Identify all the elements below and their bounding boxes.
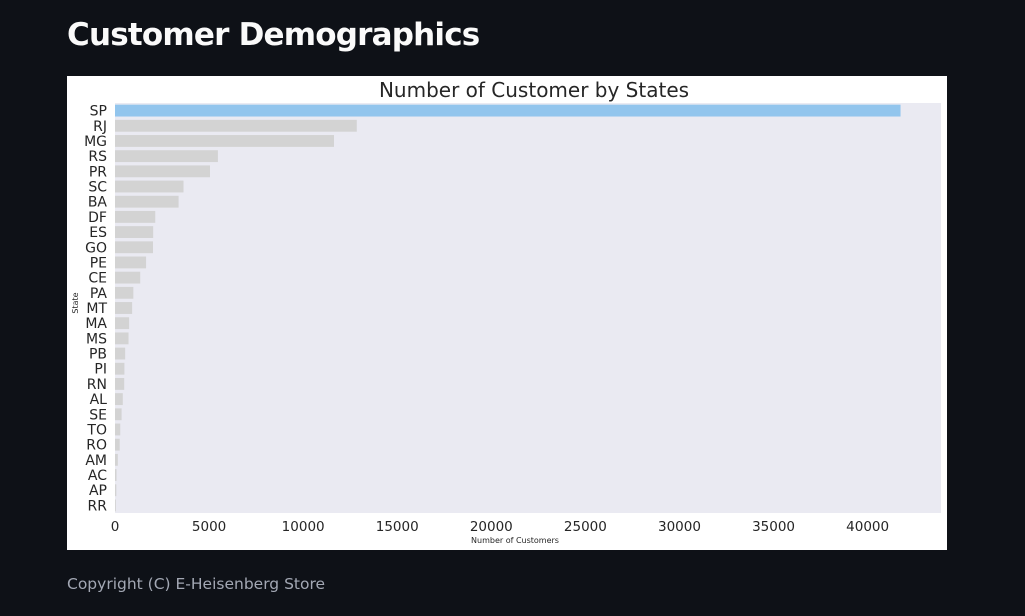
y-tick-label-mg: MG: [84, 134, 107, 150]
y-tick-label-ac: AC: [88, 468, 107, 484]
y-tick-label-go: GO: [85, 240, 107, 256]
bar-ro: [115, 438, 120, 451]
bar-sc: [115, 180, 184, 193]
y-axis-label: State: [71, 292, 80, 313]
bar-pb: [115, 347, 126, 360]
bar-pi: [115, 362, 125, 375]
y-tick-labels: SPRJMGRSPRSCBADFESGOPECEPAMTMAMSPBPIRNAL…: [84, 104, 107, 515]
x-tick-label-0: 0: [111, 519, 120, 535]
y-tick-label-se: SE: [89, 407, 107, 423]
y-tick-label-ap: AP: [89, 483, 107, 499]
y-tick-label-pa: PA: [90, 286, 108, 302]
bar-pa: [115, 286, 134, 299]
bar-rr: [115, 499, 116, 512]
bar-ba: [115, 195, 179, 208]
bar-es: [115, 226, 154, 238]
y-tick-label-ro: RO: [86, 438, 107, 454]
page-title: Customer Demographics: [67, 17, 480, 53]
x-axis-label: Number of Customers: [471, 536, 559, 545]
bar-ms: [115, 332, 129, 345]
y-tick-label-al: AL: [90, 392, 108, 408]
bar-mg: [115, 135, 335, 147]
bar-sp: [115, 104, 901, 117]
x-tick-labels: 0 5000 10000 15000 20000 25000 30000 35000 40000: [111, 519, 889, 535]
bar-rs: [115, 150, 218, 163]
bars: [115, 104, 901, 512]
x-tick-label-5000: 5000: [192, 519, 226, 535]
bar-ma: [115, 317, 130, 330]
x-tick-label-15000: 15000: [376, 519, 419, 535]
y-tick-label-ma: MA: [85, 316, 107, 332]
x-tick-label-40000: 40000: [846, 519, 889, 535]
y-tick-label-rn: RN: [87, 377, 107, 393]
y-tick-label-mt: MT: [86, 301, 107, 317]
bar-rn: [115, 378, 125, 390]
y-tick-label-pe: PE: [90, 255, 107, 271]
y-tick-label-pi: PI: [94, 362, 107, 378]
x-tick-label-30000: 30000: [658, 519, 701, 535]
x-tick-label-10000: 10000: [282, 519, 325, 535]
y-tick-label-rj: RJ: [93, 119, 107, 135]
x-tick-label-20000: 20000: [470, 519, 513, 535]
footer-copyright: Copyright (C) E-Heisenberg Store: [67, 575, 326, 593]
y-tick-label-to: TO: [86, 422, 107, 438]
y-tick-label-rs: RS: [88, 149, 107, 165]
bar-rj: [115, 119, 357, 132]
y-tick-label-am: AM: [85, 453, 107, 469]
x-tick-label-25000: 25000: [564, 519, 607, 535]
y-tick-label-rr: RR: [88, 498, 108, 514]
bar-go: [115, 241, 154, 254]
bar-to: [115, 423, 121, 436]
y-tick-label-sc: SC: [88, 180, 107, 196]
plot-area: [115, 103, 941, 513]
y-tick-label-sp: SP: [90, 104, 107, 120]
y-tick-label-df: DF: [88, 210, 107, 226]
y-tick-label-es: ES: [89, 225, 107, 241]
y-tick-label-ce: CE: [88, 271, 107, 287]
chart-container: Number of Customer by States Number of C…: [67, 76, 947, 550]
y-tick-label-pr: PR: [89, 164, 107, 180]
bar-mt: [115, 302, 133, 314]
chart-title: Number of Customer by States: [379, 78, 689, 102]
bar-ap: [115, 484, 117, 497]
bar-ac: [115, 469, 117, 481]
bar-pe: [115, 256, 147, 269]
bar-pr: [115, 165, 211, 178]
y-tick-label-ms: MS: [86, 331, 107, 347]
bar-df: [115, 210, 156, 223]
bar-am: [115, 453, 118, 466]
x-tick-label-35000: 35000: [752, 519, 795, 535]
bar-al: [115, 393, 123, 406]
bar-chart: Number of Customer by States Number of C…: [71, 78, 941, 545]
y-tick-label-pb: PB: [89, 347, 107, 363]
bar-se: [115, 408, 122, 421]
y-tick-label-ba: BA: [88, 195, 108, 211]
bar-ce: [115, 271, 141, 284]
